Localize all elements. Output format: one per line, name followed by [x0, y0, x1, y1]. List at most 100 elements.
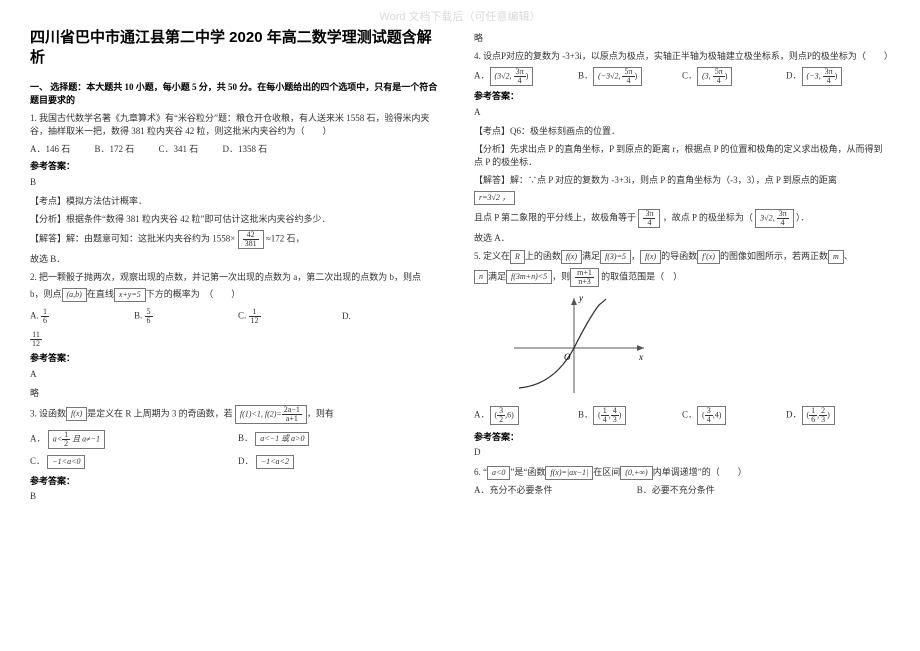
q3-c-pre: C．	[30, 456, 45, 466]
q5-fd: n+3	[575, 278, 594, 286]
q5-am: ,6)	[505, 410, 514, 419]
x-arrow-icon	[637, 345, 644, 351]
q4-c-d: 4	[713, 77, 725, 85]
q4-jd3a: 且点 P 第二象限的平分线上，故极角等于	[474, 213, 636, 223]
q3-ans-label: 参考答案：	[30, 475, 446, 489]
q1-jd-frac: 42381	[238, 230, 264, 249]
q2-opt-d: D.	[342, 310, 446, 324]
doc-title: 四川省巴中市通江县第二中学 2020 年高二数学理测试题含解析	[30, 28, 446, 69]
q3-t1: 3. 设函数	[30, 408, 66, 418]
q1-opt-d: D．1358 石	[223, 143, 268, 157]
q4-b-b: (−3√2, 5π4)	[593, 67, 642, 86]
q3-opt-b: B． a<−1 或 a>0	[238, 432, 446, 446]
q5-dc: )	[827, 410, 830, 419]
q4-b-l: B．	[578, 71, 593, 81]
q4-opt-d: D．(−3, 3π4)	[786, 67, 890, 86]
q3-d-pre: D．	[238, 456, 254, 466]
q1-opt-b: B．172 石	[95, 143, 135, 157]
q5-l2c: ，则	[552, 271, 570, 281]
q1-fx: 【分析】根据条件“数得 381 粒内夹谷 42 粒”即可估计这批米内夹谷约多少．	[30, 213, 446, 227]
q2-ans: A	[30, 368, 446, 382]
q1-opt-a: A．146 石	[30, 143, 70, 157]
q5-ab: (32,6)	[490, 406, 519, 425]
q5-fx1: f(x)	[561, 250, 582, 264]
q4-d-t: (−3,	[807, 71, 823, 80]
q3-t4: ，则有	[307, 408, 334, 418]
q5-frac: m+1n+3	[570, 268, 599, 287]
q4-ans: A	[474, 106, 890, 120]
q5-opt-d: D．(16,23)	[786, 406, 890, 425]
q4-opt-a: A．(3√2, 3π4)	[474, 67, 578, 86]
q5-chart: y x O	[504, 293, 654, 398]
q4-jd3-f1: 3π4	[638, 209, 660, 228]
q4-jd3: 且点 P 第二象限的平分线上，故极角等于 3π4 ，故点 P 的极坐标为（ 3√…	[474, 209, 890, 228]
q3-cond-d: a+1	[282, 415, 302, 423]
q4-jd3c: 3√2,	[760, 213, 776, 222]
question-1: 1. 我国古代数学名著《九章算术》有“米谷粒分”题：粮仓开仓收粮，有人送来米 1…	[30, 112, 446, 139]
q3-d-body: −1<a<2	[256, 455, 294, 469]
question-4: 4. 设点P对应的复数为 -3+3i，以原点为极点，实轴正半轴为极轴建立极坐标系…	[474, 50, 890, 64]
q5-db: (16,23)	[802, 406, 835, 425]
q1-jd-text: 【解答】解：由题意可知：这批米内夹谷约为 1558×	[30, 234, 235, 244]
q5-ans: D	[474, 446, 890, 460]
q5-dl: D．	[786, 409, 802, 419]
q1-options: A．146 石 B．172 石 C．341 石 D．1358 石	[30, 143, 446, 157]
q4-jd2-box: r=3√2 ，	[474, 191, 515, 205]
q3-opts-row2: C． −1<a<0 D． −1<a<2	[30, 455, 446, 469]
q5-l2b: 满足	[488, 271, 506, 281]
q3-a-d: 2	[62, 440, 70, 448]
q2-a-label: A.	[30, 311, 39, 321]
q1-jd-tail: ≈172 石，	[266, 234, 305, 244]
q5-bd1: 4	[601, 416, 609, 424]
q2-line: x+y=5	[114, 288, 146, 302]
q4-ans-label: 参考答案：	[474, 90, 890, 104]
q3-a-bt: a<	[53, 434, 62, 443]
q5-tb: 上的函数	[525, 251, 561, 261]
q3-t3: 是定义在 R 上周期为 3 的奇函数，若	[87, 408, 233, 418]
q5-td: ，	[631, 251, 640, 261]
q5-tf: 的图像如图所示，若两正数	[720, 251, 828, 261]
q4-jd3-d2: 4	[777, 219, 789, 227]
q4-jd1: 【解答】解：∵点 P 对应的复数为 -3+3i，则点 P 的直角坐标为（-3，3…	[474, 174, 890, 188]
q4-b-d: 4	[622, 77, 634, 85]
o-label: O	[564, 352, 571, 362]
page-container: 四川省巴中市通江县第二中学 2020 年高二数学理测试题含解析 一、 选择题：本…	[0, 0, 920, 520]
q6-tc: 在区间	[593, 467, 620, 477]
q2-t2b: 在直线	[87, 289, 114, 299]
question-2b: b，则点(a,b)在直线x+y=5下方的概率为 （ ）	[30, 288, 446, 302]
q4-c-b: (3, 5π4)	[697, 67, 732, 86]
q5-opts: A．(32,6) B．(14,43) C．(34,4) D．(16,23)	[474, 406, 890, 425]
q4-a-c: )	[526, 71, 529, 80]
q1-jd-frac-d: 381	[243, 240, 259, 248]
q5-bd2: 3	[611, 416, 619, 424]
q4-jd2: r=3√2 ，	[474, 191, 890, 205]
q2-options: A. 16 B. 56 C. 112 D.	[30, 308, 446, 325]
q5-al: A．	[474, 409, 490, 419]
q2-opt-d-frac: 1112	[30, 331, 446, 348]
question-3: 3. 设函数f(x)是定义在 R 上周期为 3 的奇函数，若 f(1)<1, f…	[30, 405, 446, 424]
chart-svg: y x O	[504, 293, 654, 398]
q5-dd1: 6	[809, 416, 817, 424]
q1-jd: 【解答】解：由题意可知：这批米内夹谷约为 1558× 42381 ≈172 石，	[30, 230, 446, 249]
q6-fx: f(x)=|ax−1|	[545, 466, 593, 480]
q5-cm: ,4)	[713, 410, 722, 419]
right-top-note: 略	[474, 32, 890, 46]
q4-jd3b: ，故点 P 的极坐标为（	[663, 213, 753, 223]
q4-options: A．(3√2, 3π4) B．(−3√2, 5π4) C．(3, 5π4) D．…	[474, 67, 890, 86]
q2-ans-label: 参考答案：	[30, 352, 446, 366]
q3-ans: B	[30, 490, 446, 504]
q5-te: 的导函数	[661, 251, 697, 261]
q5-l2d: 的取值范围是（ ）	[599, 271, 682, 281]
q3-cond: f(1)<1, f(2)=2a−1a+1	[235, 405, 307, 424]
q2-c-label: C.	[238, 311, 246, 321]
watermark-text: Word 文档下载后（可任意编辑）	[0, 8, 920, 24]
q4-d-l: D．	[786, 71, 802, 81]
q1-end: 故选 B．	[30, 253, 446, 267]
q4-a-l: A．	[474, 71, 490, 81]
q5-cl: C．	[682, 409, 697, 419]
q5-opt-c: C．(34,4)	[682, 406, 786, 425]
q5-bc: )	[619, 410, 622, 419]
q2-t2d: 下方的概率为 （ ）	[146, 289, 241, 299]
q4-c-c: )	[725, 71, 728, 80]
q5-bl: B．	[578, 409, 593, 419]
